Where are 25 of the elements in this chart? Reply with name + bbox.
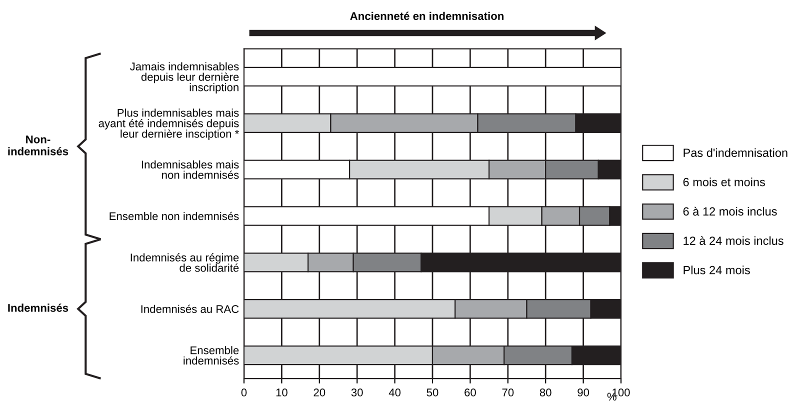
y-tick-label: Indemnisables mais non indemnisés xyxy=(142,160,239,179)
legend-label: Plus 24 mois xyxy=(684,266,750,274)
y-tick-label: Indemnisés au régime de solidarité xyxy=(130,253,239,272)
x-tick-label: 20 xyxy=(314,388,326,396)
x-tick-label: 50 xyxy=(426,388,438,396)
legend-label: Pas d'indemnisation xyxy=(684,148,788,157)
x-tick-label: 80 xyxy=(540,388,552,396)
x-tick-label: 10 xyxy=(276,388,288,396)
legend-label: 6 mois et moins xyxy=(683,178,766,186)
x-tick-label: 70 xyxy=(502,388,514,396)
chart-title: Ancienneté en indemnisation xyxy=(350,12,504,20)
text: Non- indemnisés xyxy=(8,136,68,156)
y-tick-label: Ensemble indemnisés xyxy=(184,346,239,365)
x-tick-label: 90 xyxy=(578,388,590,396)
x-tick-label: 40 xyxy=(388,388,401,396)
y-tick-label: Ensemble non indemnisés xyxy=(110,212,239,220)
x-tick-label: 30 xyxy=(351,388,363,396)
y-tick-label: Indemnisés au RAC xyxy=(141,304,239,313)
text: Indemnisés xyxy=(8,304,68,312)
x-tick-label: 60 xyxy=(464,388,476,396)
legend-label: 12 à 24 mois inclus xyxy=(684,236,784,245)
legend-label: 6 à 12 mois inclus xyxy=(683,206,777,216)
x-tick-label: 0 xyxy=(241,388,247,396)
y-tick-label: Plus indemnisables mais ayant été indemnisés depuis leur dernière insciption * xyxy=(98,108,239,140)
y-tick-label: Jamais indemnisables depuis leur dernière inscription xyxy=(130,62,239,94)
